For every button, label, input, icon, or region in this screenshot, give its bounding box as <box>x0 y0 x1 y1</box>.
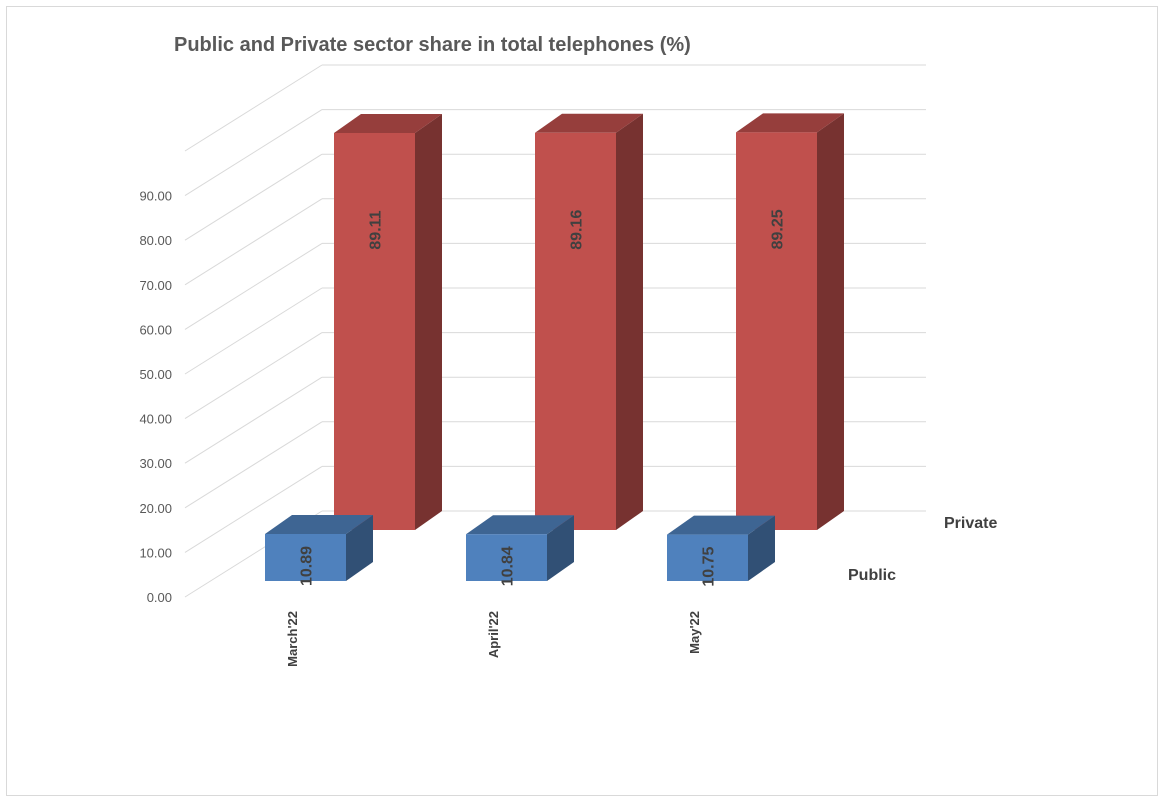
bar-public-front <box>466 534 547 581</box>
gridline-side <box>184 287 323 375</box>
gridline-side <box>184 109 323 197</box>
bar-public <box>265 515 373 581</box>
gridline-side <box>184 153 323 241</box>
data-label-public: 10.89 <box>299 546 316 586</box>
bar-public-top <box>265 515 373 534</box>
data-label-private: 89.11 <box>368 210 385 249</box>
series-labels: Private Public <box>848 515 997 584</box>
bar-public-side <box>748 515 775 581</box>
bar-private-side <box>415 114 442 530</box>
y-tick-label: 30.00 <box>139 456 172 471</box>
bar-private-side <box>616 113 643 530</box>
bar-public-top <box>667 515 775 535</box>
y-tick-label: 90.00 <box>139 189 172 204</box>
bar-private-top <box>736 113 844 133</box>
bar-private-top <box>535 113 643 133</box>
bar-public-top <box>466 515 574 535</box>
bar-private-front <box>535 132 616 531</box>
data-label-public: 10.84 <box>500 546 517 586</box>
x-tick-label: May'22 <box>687 611 702 654</box>
x-tick-label: April'22 <box>486 611 501 658</box>
y-tick-label: 0.00 <box>147 590 172 605</box>
bar-private <box>334 114 442 530</box>
bar-private-side <box>817 113 844 530</box>
bar-public-front <box>265 534 346 581</box>
bar-public <box>466 515 574 581</box>
bar-private <box>736 113 844 530</box>
gridline-side <box>184 332 323 420</box>
bars: 89.11 89.16 89.25 10.89 10.84 10.75 <box>265 113 844 587</box>
bar-public-side <box>547 515 574 581</box>
bar-public-side <box>346 515 373 581</box>
y-tick-label: 50.00 <box>139 367 172 382</box>
bar-public-front <box>667 534 748 581</box>
series-label-public: Public <box>848 567 896 584</box>
x-axis-ticks: March'22 April'22 May'22 <box>285 611 702 667</box>
gridline-side <box>184 64 323 152</box>
y-tick-label: 60.00 <box>139 322 172 337</box>
x-tick-label: March'22 <box>285 611 300 667</box>
bar-private-front <box>334 133 415 530</box>
y-tick-label: 20.00 <box>139 501 172 516</box>
bar-public <box>667 515 775 581</box>
gridline-side <box>184 376 323 464</box>
data-label-private: 89.25 <box>770 209 787 249</box>
y-axis-ticks: 0.00 10.00 20.00 30.00 40.00 50.00 60.00 70.00 8… <box>139 189 172 605</box>
chart-title: Public and Private sector share in total… <box>174 34 691 56</box>
gridline-side <box>184 465 323 553</box>
data-label-public: 10.75 <box>701 546 718 586</box>
gridline-side <box>184 198 323 286</box>
y-tick-label: 10.00 <box>139 545 172 560</box>
bar-private <box>535 113 643 531</box>
y-tick-label: 80.00 <box>139 233 172 248</box>
y-tick-label: 40.00 <box>139 412 172 427</box>
bar-private-top <box>334 114 442 133</box>
gridline-side <box>184 421 323 509</box>
y-tick-label: 70.00 <box>139 278 172 293</box>
bar-private-front <box>736 132 817 530</box>
data-label-private: 89.16 <box>569 210 586 250</box>
series-label-private: Private <box>944 515 997 532</box>
gridline-side <box>184 242 323 330</box>
